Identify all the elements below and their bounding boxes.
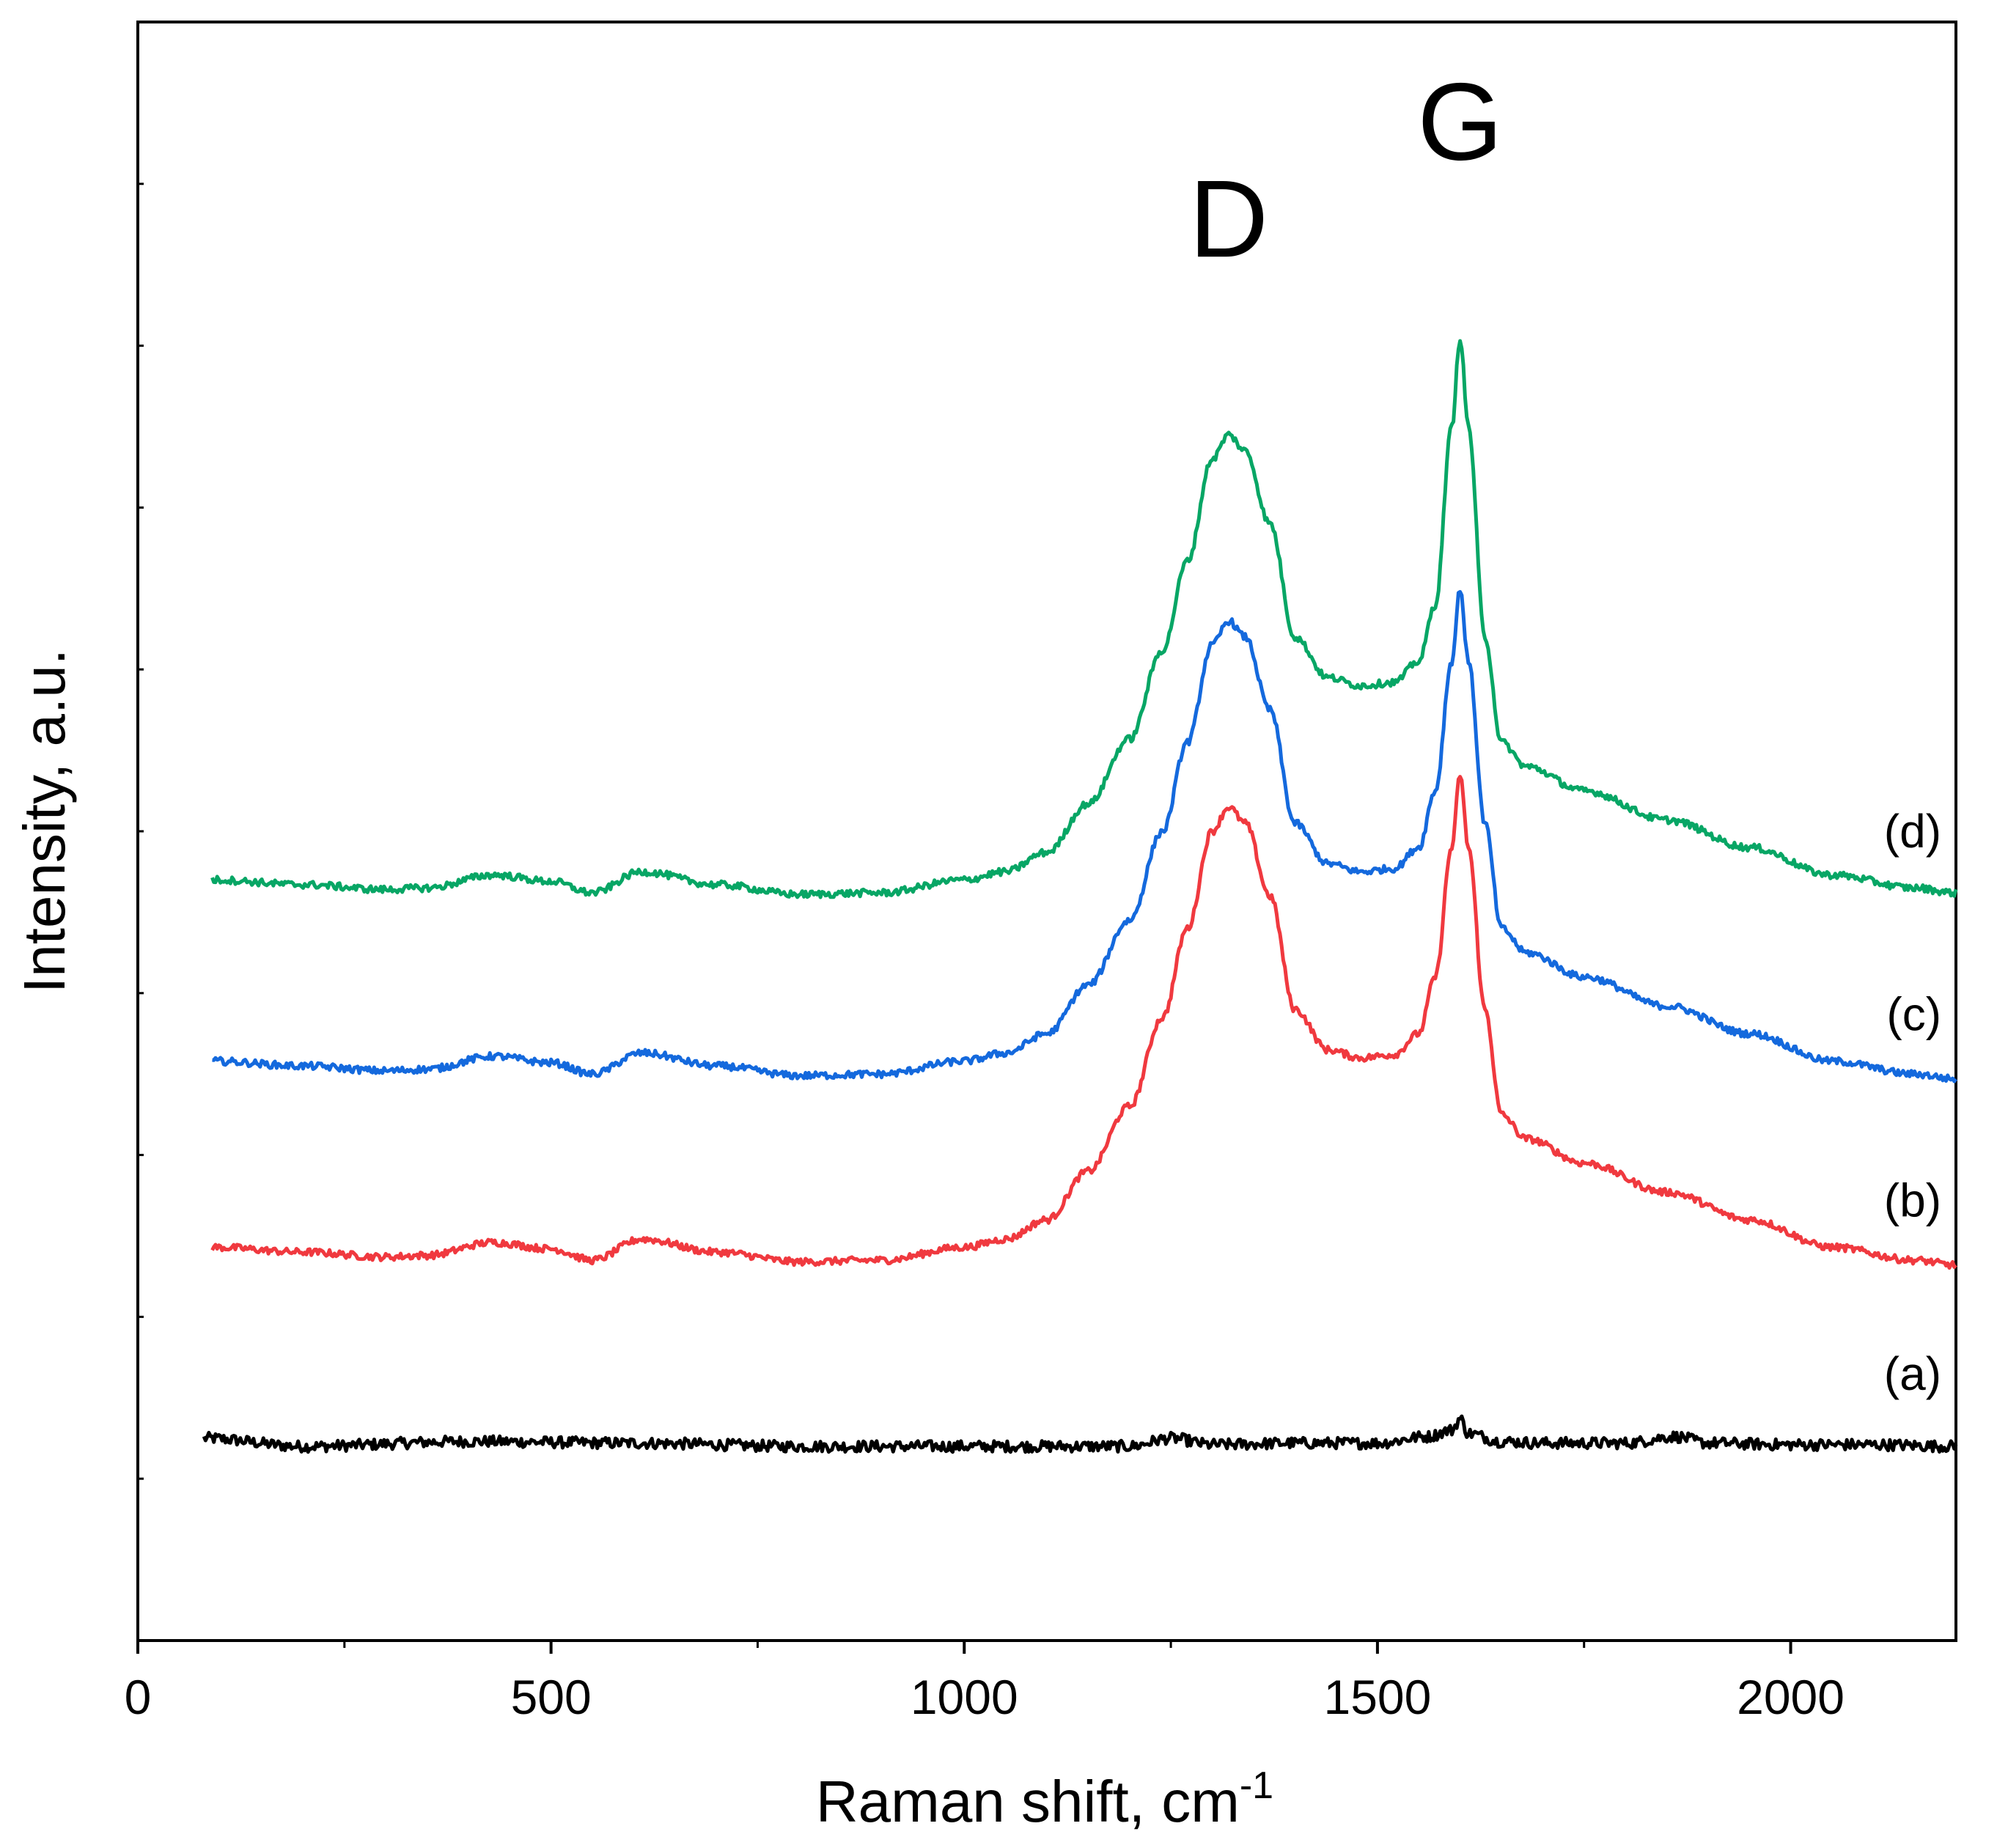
series-line-0: [202, 1414, 1958, 1454]
x-axis-ticks: [136, 1641, 1792, 1654]
x-axis-title-superscript: -1: [1240, 1764, 1273, 1807]
series-label-0: (a): [1884, 1347, 1941, 1400]
series-label-3: (d): [1884, 805, 1941, 858]
x-tick-label: 1000: [911, 1670, 1018, 1724]
series-line-3: [210, 339, 1958, 899]
x-axis-title: Raman shift, cm-1: [816, 1764, 1273, 1834]
series-label-2: (c): [1886, 988, 1941, 1041]
y-axis-ticks: [138, 183, 144, 1480]
x-tick-label: 500: [511, 1670, 592, 1724]
x-tick-label: 2000: [1737, 1670, 1845, 1724]
x-axis-tick-labels: 0 500 1000 1500 2000: [125, 1670, 1845, 1724]
series-line-2: [212, 589, 1958, 1083]
peak-label-G: G: [1417, 60, 1503, 183]
series-label-1: (b): [1884, 1174, 1941, 1227]
series-line-1: [210, 775, 1957, 1270]
peak-annotations: DG: [1189, 60, 1503, 280]
plot-frame: [136, 21, 1957, 1642]
series-labels: (a) (b) (c) (d): [1884, 805, 1941, 1400]
x-tick-label: 1500: [1323, 1670, 1431, 1724]
peak-label-D: D: [1189, 157, 1268, 280]
y-axis-title: Intensity, a.u.: [12, 649, 77, 993]
x-tick-label: 0: [125, 1670, 152, 1724]
x-axis-title-main: Raman shift, cm: [816, 1769, 1240, 1834]
series-lines: [202, 339, 1958, 1454]
